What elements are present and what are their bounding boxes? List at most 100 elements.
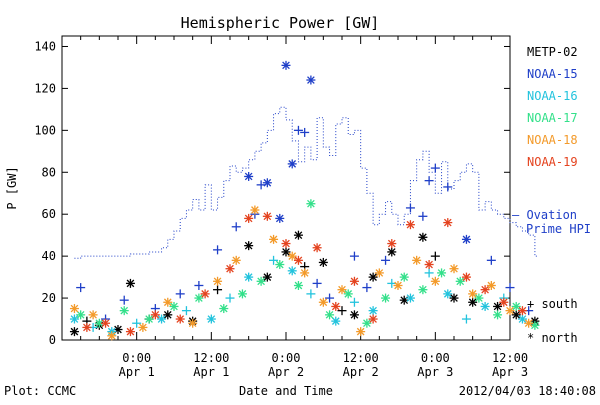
point-north-noaa-18: [300, 268, 310, 278]
mark-stroke: [431, 277, 440, 286]
mark-stroke: [369, 315, 377, 323]
point-north-noaa-19: [262, 211, 272, 221]
mark-stroke: [425, 260, 433, 269]
point-north-noaa-18: [524, 318, 534, 328]
point-north-metp-02: [449, 293, 459, 303]
x-tick-time-label: 12:00: [492, 351, 528, 365]
x-tick-time-label: 12:00: [343, 351, 379, 365]
legend-south: + south: [527, 297, 578, 311]
point-south-metp-02: [337, 306, 347, 316]
mark-stroke: [381, 294, 390, 302]
legend-metp-02: METP-02: [527, 45, 578, 59]
point-north-noaa-18: [374, 268, 384, 278]
mark-stroke: [213, 277, 222, 286]
point-north-noaa-15: [281, 60, 291, 70]
point-north-noaa-18: [505, 306, 515, 316]
point-north-noaa-16: [368, 306, 378, 316]
plot-frame: [61, 35, 511, 341]
mark-stroke: [83, 323, 91, 332]
point-north-noaa-17: [530, 320, 540, 330]
mark-stroke: [331, 302, 340, 311]
mark-stroke: [89, 311, 97, 319]
point-north-metp-02: [281, 247, 291, 257]
mark-stroke: [294, 231, 303, 240]
point-north-metp-02: [418, 232, 428, 242]
mark-stroke: [468, 298, 477, 307]
point-south-noaa-15: [76, 283, 86, 293]
point-south-noaa-15: [325, 293, 335, 303]
mark-stroke: [319, 258, 328, 267]
mark-stroke: [512, 302, 521, 311]
mark-stroke: [443, 218, 452, 227]
mark-stroke: [170, 302, 178, 311]
legend-noaa-19: NOAA-19: [527, 155, 578, 169]
mark-stroke: [282, 61, 290, 70]
point-north-noaa-17: [219, 304, 229, 314]
point-north-noaa-17: [293, 280, 303, 290]
data-points-layer: [69, 60, 540, 341]
point-north-noaa-15: [287, 159, 297, 169]
point-north-noaa-16: [244, 272, 254, 282]
point-north-noaa-17: [493, 310, 503, 320]
mark-stroke: [238, 290, 247, 298]
point-south-noaa-15: [381, 255, 391, 265]
mark-stroke: [76, 311, 85, 319]
point-north-noaa-15: [244, 171, 254, 181]
point-north-noaa-19: [387, 239, 397, 249]
mark-stroke: [282, 239, 290, 248]
point-south-noaa-16: [269, 255, 279, 265]
point-north-noaa-17: [418, 285, 428, 295]
mark-stroke: [163, 298, 172, 307]
point-north-metp-02: [387, 247, 397, 257]
mark-stroke: [70, 315, 79, 323]
point-north-noaa-16: [405, 293, 415, 303]
mark-stroke: [251, 206, 259, 214]
mark-stroke: [244, 214, 253, 223]
y-tick-label: 140: [34, 39, 56, 53]
point-north-noaa-17: [306, 199, 316, 209]
footer-plot-source: Plot: CCMC: [4, 384, 76, 398]
mark-stroke: [257, 277, 265, 286]
x-tick-date-label: Apr 1: [193, 365, 229, 379]
point-north-noaa-17: [511, 301, 521, 311]
mark-stroke: [369, 273, 377, 281]
point-north-noaa-16: [69, 314, 79, 324]
point-north-noaa-17: [399, 272, 409, 282]
legend-ovation: — Ovation: [512, 208, 577, 222]
point-north-noaa-16: [331, 316, 341, 326]
point-south-noaa-15: [312, 278, 322, 288]
point-north-noaa-19: [312, 243, 322, 253]
legend-prime-hpi: Prime HPI: [526, 222, 591, 236]
mark-stroke: [101, 319, 110, 328]
mark-stroke: [70, 304, 79, 313]
mark-stroke: [456, 277, 465, 286]
mark-stroke: [263, 273, 272, 281]
point-north-noaa-16: [157, 314, 167, 324]
point-north-noaa-19: [424, 260, 434, 270]
point-north-noaa-17: [437, 268, 447, 278]
point-south-noaa-15: [424, 176, 434, 186]
mark-stroke: [356, 327, 365, 336]
mark-stroke: [499, 298, 508, 307]
x-tick-time-label: 0:00: [272, 351, 301, 365]
mark-stroke: [412, 256, 421, 265]
point-north-noaa-15: [275, 213, 285, 223]
x-tick-date-label: Apr 1: [119, 365, 155, 379]
point-north-noaa-19: [368, 314, 378, 324]
mark-stroke: [518, 315, 527, 323]
point-north-noaa-15: [306, 75, 316, 85]
mark-stroke: [363, 319, 371, 328]
mark-stroke: [244, 172, 253, 181]
point-south-noaa-16: [132, 318, 142, 328]
point-north-metp-02: [493, 301, 503, 311]
mark-stroke: [300, 269, 309, 277]
mark-stroke: [419, 233, 427, 242]
point-north-noaa-19: [200, 289, 210, 299]
y-axis: 0 20 40 60 80 100 120 140: [34, 39, 510, 347]
legend-noaa-17: NOAA-17: [527, 111, 578, 125]
point-north-noaa-18: [138, 322, 148, 332]
y-tick-label: 100: [34, 123, 56, 137]
mark-stroke: [95, 319, 104, 328]
